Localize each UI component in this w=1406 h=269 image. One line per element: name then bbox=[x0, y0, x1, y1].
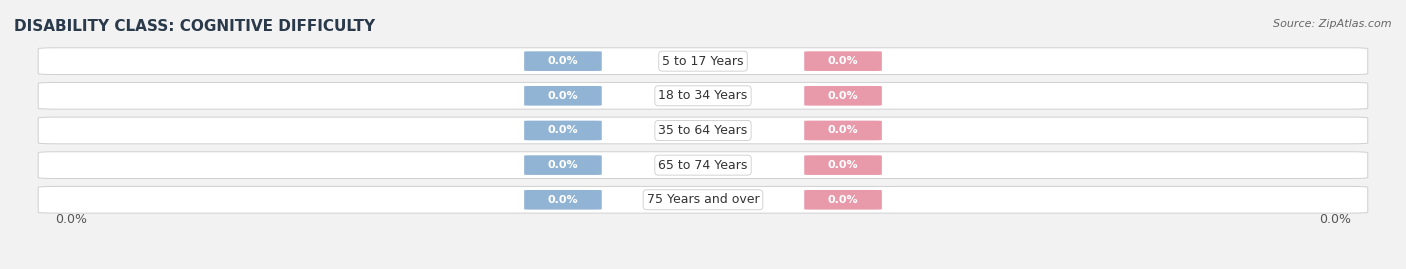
FancyBboxPatch shape bbox=[804, 51, 882, 71]
Text: 5 to 17 Years: 5 to 17 Years bbox=[662, 55, 744, 68]
FancyBboxPatch shape bbox=[804, 121, 882, 140]
FancyBboxPatch shape bbox=[804, 155, 882, 175]
Text: 65 to 74 Years: 65 to 74 Years bbox=[658, 159, 748, 172]
FancyBboxPatch shape bbox=[38, 186, 1368, 213]
FancyBboxPatch shape bbox=[524, 51, 602, 71]
Text: 0.0%: 0.0% bbox=[548, 195, 578, 205]
Text: Source: ZipAtlas.com: Source: ZipAtlas.com bbox=[1274, 19, 1392, 29]
FancyBboxPatch shape bbox=[38, 48, 1368, 75]
FancyBboxPatch shape bbox=[38, 117, 1368, 144]
FancyBboxPatch shape bbox=[804, 190, 882, 210]
Text: 0.0%: 0.0% bbox=[55, 213, 87, 226]
Text: 0.0%: 0.0% bbox=[548, 56, 578, 66]
FancyBboxPatch shape bbox=[524, 121, 602, 140]
FancyBboxPatch shape bbox=[524, 86, 602, 106]
Text: 0.0%: 0.0% bbox=[828, 91, 858, 101]
Text: 0.0%: 0.0% bbox=[548, 160, 578, 170]
FancyBboxPatch shape bbox=[804, 86, 882, 106]
FancyBboxPatch shape bbox=[524, 155, 602, 175]
Text: 0.0%: 0.0% bbox=[1319, 213, 1351, 226]
Text: 18 to 34 Years: 18 to 34 Years bbox=[658, 89, 748, 102]
Text: 0.0%: 0.0% bbox=[828, 160, 858, 170]
Text: 0.0%: 0.0% bbox=[548, 125, 578, 136]
Text: DISABILITY CLASS: COGNITIVE DIFFICULTY: DISABILITY CLASS: COGNITIVE DIFFICULTY bbox=[14, 19, 375, 34]
Text: 0.0%: 0.0% bbox=[548, 91, 578, 101]
Text: 0.0%: 0.0% bbox=[828, 195, 858, 205]
FancyBboxPatch shape bbox=[38, 83, 1368, 109]
Text: 35 to 64 Years: 35 to 64 Years bbox=[658, 124, 748, 137]
Text: 0.0%: 0.0% bbox=[828, 125, 858, 136]
Text: 75 Years and over: 75 Years and over bbox=[647, 193, 759, 206]
FancyBboxPatch shape bbox=[524, 190, 602, 210]
Text: 0.0%: 0.0% bbox=[828, 56, 858, 66]
FancyBboxPatch shape bbox=[38, 152, 1368, 178]
